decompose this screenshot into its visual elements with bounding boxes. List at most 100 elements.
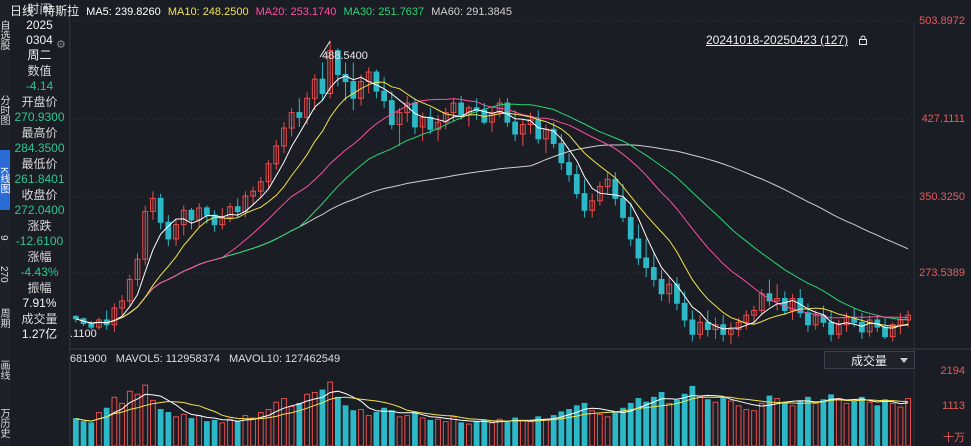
amplitude-label: 振幅 [27,281,52,295]
volume-bar [458,422,465,446]
volume-axis-tick: 1113 [942,400,965,412]
candle-body [350,81,357,99]
candle-body [650,267,657,280]
candle-body [681,302,688,321]
weekday: 周二 [27,48,52,62]
candle-body [96,319,102,328]
left-tab[interactable]: 分时图 [0,95,9,125]
chart-header: 日线 特斯拉 MA5: 239.8260 MA10: 248.2500 MA20… [10,0,970,22]
candle-body [489,112,495,123]
volume-bar [134,393,141,446]
candle-body [581,193,588,211]
volume-bar [805,396,811,446]
left-tab[interactable]: 自选股 [0,20,9,50]
candle-body [88,323,95,328]
candle-body [566,162,572,176]
volume-bar [543,418,549,446]
candle-body [735,321,742,331]
change-value: -12.6100 [15,234,64,248]
stock-name: 特斯拉 [43,4,80,18]
volume-bar [789,405,796,446]
candle-body [234,206,241,213]
candle-body [342,73,349,83]
left-tab[interactable]: 万历史 [0,408,9,438]
volume-bar [350,410,357,446]
left-tab[interactable]: 画线 [0,360,9,380]
candle-body [281,127,287,147]
volume-bar [658,391,665,446]
volume-bar [612,412,619,446]
candle-body [250,190,256,197]
volume-bar [504,421,511,446]
volume-bar [743,408,750,446]
lock-icon[interactable] [858,35,868,45]
candle-body [188,209,195,221]
candle-body [373,71,380,92]
volume-bar [674,399,680,446]
candle-body [789,298,796,311]
candle-body [442,112,449,123]
volume-bar [211,419,218,446]
candle-body [812,314,819,326]
candle-body [866,319,873,333]
volume-bar [681,393,688,446]
candle-body [774,298,781,302]
volume-bar [142,384,149,446]
value-label: 数值 [27,64,52,78]
left-tab[interactable]: 9 [0,234,9,241]
candle-body [728,329,734,335]
left-tab[interactable]: 270 [0,266,9,283]
open-label: 开盘价 [21,95,58,109]
candle-body [173,224,179,240]
volume-bar [643,401,650,446]
candle-body [550,128,557,145]
candle-body [612,178,619,199]
date-mmdd: 0304 [26,33,53,47]
mavol10-line [75,396,909,422]
left-tab[interactable]: 周期 [0,308,9,328]
candle-body [427,116,434,130]
candle-body [674,283,680,304]
candle-body [111,307,118,326]
volume-bar [689,385,696,446]
value-number: -4.14 [25,79,54,93]
candle-body [573,174,580,195]
mavol5-value: MAVOL5: 112958374 [115,353,220,365]
low-marker-label: .1100 [70,328,97,340]
ma30-value: MA30: 251.7637 [343,6,425,18]
candle-body [743,314,750,323]
candle-body [859,321,865,333]
volume-value: 1.27亿 [21,327,58,341]
price-axis-tick: 273.5389 [919,267,965,279]
period-label[interactable]: 日线 [10,4,35,18]
volume-bar [489,422,495,446]
left-tab[interactable]: K线图 [0,150,10,210]
candle-body [458,102,465,116]
candle-body [227,206,233,218]
ma5-value: MA5: 239.8260 [86,6,161,18]
volume-bar [265,408,272,446]
volume-bar [373,412,380,446]
volume-bar [427,419,434,446]
volume-bar [496,418,503,446]
indicator-select[interactable]: 成交量 [824,351,915,369]
candle-body [620,197,626,218]
volume-bar [450,416,457,446]
candle-body [150,197,156,213]
ma10-line [75,81,909,327]
candle-body [889,324,896,338]
volume-bar [519,419,526,446]
candle-body [404,102,411,114]
volume-bar [843,402,850,446]
volume-bar [589,410,596,446]
volume-bar [650,396,657,446]
volume-bar [597,413,603,446]
volume-bar [88,422,95,446]
volume-bar [304,393,310,446]
settings-gear-icon[interactable]: ⚙ [56,39,66,51]
volume-bar [720,396,727,446]
date-range-label[interactable]: 20241018-20250423 (127) [706,33,849,47]
volume-bar [573,405,580,446]
candle-body [751,309,757,316]
